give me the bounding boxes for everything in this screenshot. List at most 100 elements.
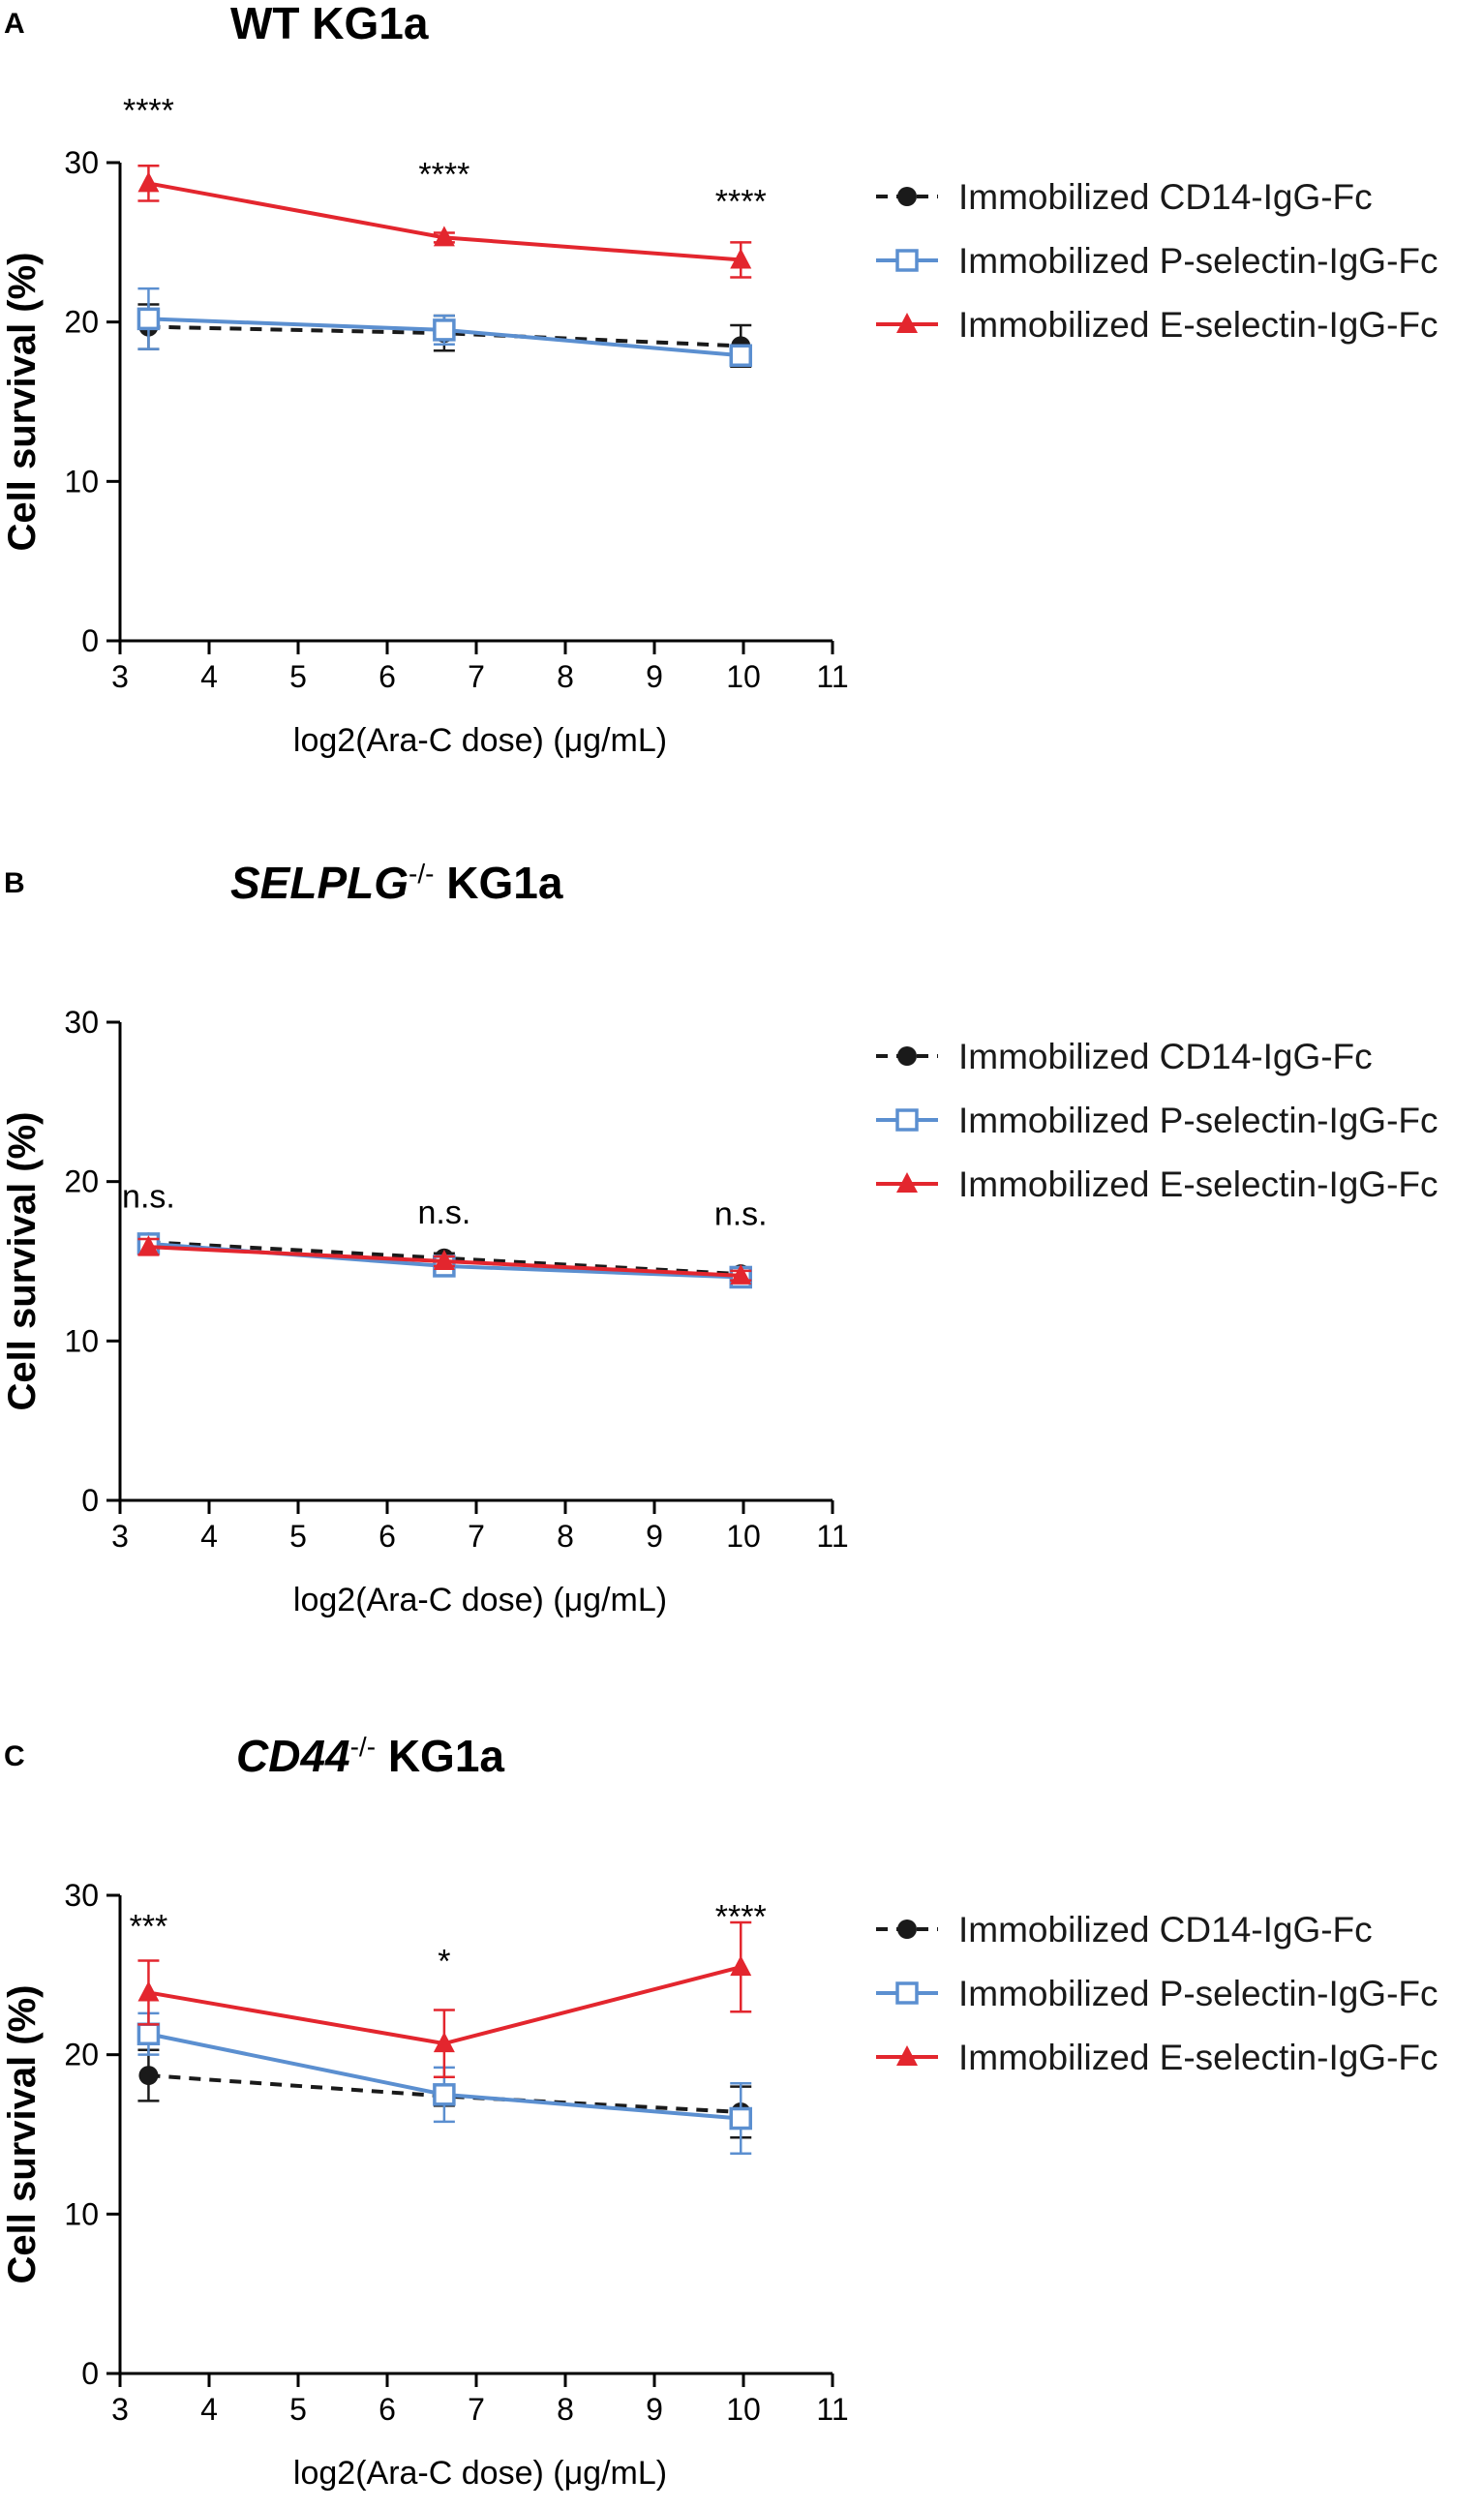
legend-item: Immobilized P-selectin-IgG-Fc [876, 241, 1439, 281]
x-tick-label: 3 [111, 659, 129, 694]
x-tick-label: 11 [816, 2392, 848, 2427]
series-line [148, 181, 742, 262]
legend-label: Immobilized CD14-IgG-Fc [958, 1910, 1373, 1950]
x-tick-label: 7 [468, 2392, 485, 2427]
x-tick-label: 7 [468, 1519, 485, 1554]
x-tick-label: 4 [200, 2392, 218, 2427]
y-axis-title: Cell survival (%) [1, 1984, 44, 2283]
significance-label: n.s. [714, 1196, 768, 1233]
x-tick-label: 9 [646, 1519, 663, 1554]
data-point-triangle [137, 1980, 160, 2002]
legend-label: Immobilized E-selectin-IgG-Fc [958, 2038, 1439, 2077]
significance-label: **** [715, 184, 767, 221]
chart-title-rest: KG1a [434, 858, 562, 908]
chart-title-italic: SELPLG [230, 858, 409, 908]
panel-letter: C [4, 1740, 25, 1772]
y-tick-label: 20 [64, 305, 99, 340]
x-tick-label: 4 [200, 1519, 218, 1554]
legend-label: Immobilized E-selectin-IgG-Fc [958, 1164, 1439, 1204]
x-tick-label: 3 [111, 1519, 129, 1554]
x-tick-label: 5 [289, 659, 307, 694]
legend-item: Immobilized E-selectin-IgG-Fc [876, 2038, 1439, 2077]
chart-panel-c: C CD44-/- KG1a 0 10 20 30 3 4 5 6 7 8 9 10 11 log2(Ara-… [1, 1731, 1439, 2492]
x-tick-label: 6 [379, 2392, 396, 2427]
series-triangle [137, 165, 752, 279]
x-tick-label: 8 [557, 2392, 574, 2427]
significance-label: **** [123, 93, 174, 130]
y-axis-title: Cell survival (%) [1, 1111, 44, 1410]
legend-item: Immobilized P-selectin-IgG-Fc [876, 1974, 1439, 2013]
x-axis-title: log2(Ara-C dose) (μg/mL) [293, 2455, 667, 2492]
y-tick-label: 30 [64, 1005, 99, 1040]
chart-title: SELPLG-/- KG1a [230, 858, 563, 908]
x-tick-label: 3 [111, 2392, 129, 2427]
x-tick-label: 9 [646, 659, 663, 694]
legend-marker-triangle [896, 2045, 918, 2066]
y-tick-label: 0 [81, 623, 99, 658]
data-point-square [729, 2106, 752, 2131]
chart-panel-b: B SELPLG-/- KG1a 0 10 20 30 3 4 5 6 7 8 9 10 11 log2(Ar… [1, 858, 1439, 1618]
chart-title-rest: KG1a [376, 1731, 504, 1781]
legend-label: Immobilized CD14-IgG-Fc [958, 177, 1373, 217]
x-tick-label: 7 [468, 659, 485, 694]
legend-label: Immobilized P-selectin-IgG-Fc [958, 1974, 1439, 2013]
x-tick-label: 6 [379, 659, 396, 694]
panel-letter: A [4, 8, 25, 40]
significance-label: **** [715, 1898, 767, 1935]
x-tick-label: 5 [289, 2392, 307, 2427]
y-tick-label: 10 [64, 1323, 99, 1358]
series-square-open [136, 287, 752, 367]
series-triangle [137, 1235, 752, 1285]
legend-marker-circle [897, 1046, 917, 1066]
data-point-triangle [433, 226, 455, 247]
x-axis-title: log2(Ara-C dose) (μg/mL) [293, 722, 667, 759]
series-triangle [137, 1920, 752, 2078]
panel-letter: B [4, 867, 25, 899]
series-line [148, 2073, 742, 2114]
data-point-triangle [137, 171, 160, 193]
legend-item: Immobilized E-selectin-IgG-Fc [876, 305, 1439, 345]
x-tick-label: 11 [816, 659, 848, 694]
y-tick-label: 0 [81, 2356, 99, 2391]
legend-marker-circle [897, 1920, 917, 1939]
legend-marker-triangle [896, 313, 918, 333]
significance-label: n.s. [122, 1178, 175, 1215]
chart-title-italic: CD44 [236, 1731, 350, 1781]
data-point-triangle [433, 2032, 455, 2053]
x-tick-label: 9 [646, 2392, 663, 2427]
x-tick-label: 5 [289, 1519, 307, 1554]
x-tick-label: 10 [726, 2392, 761, 2427]
legend-item: Immobilized CD14-IgG-Fc [876, 1910, 1373, 1950]
legend-item: Immobilized E-selectin-IgG-Fc [876, 1164, 1439, 1204]
y-tick-label: 10 [64, 464, 99, 499]
legend-item: Immobilized CD14-IgG-Fc [876, 1037, 1373, 1076]
legend-marker-square [895, 249, 919, 272]
significance-label: *** [130, 1908, 168, 1945]
y-tick-label: 20 [64, 1164, 99, 1199]
chart-title: CD44-/- KG1a [236, 1731, 504, 1781]
y-tick-label: 20 [64, 2038, 99, 2072]
legend-label: Immobilized CD14-IgG-Fc [958, 1037, 1373, 1076]
y-tick-label: 10 [64, 2196, 99, 2231]
chart-panel-a: A WT KG1a 0 10 20 30 3 4 5 6 7 8 9 10 11 log2(Ara-C dos… [1, 0, 1439, 759]
data-point-square [136, 2022, 161, 2046]
data-point-square [136, 307, 161, 331]
y-tick-label: 30 [64, 145, 99, 180]
legend-label: Immobilized P-selectin-IgG-Fc [958, 241, 1439, 281]
data-point-square [729, 344, 752, 367]
data-point-triangle [730, 1263, 752, 1285]
x-tick-label: 6 [379, 1519, 396, 1554]
x-tick-label: 10 [726, 659, 761, 694]
data-point-triangle [730, 248, 752, 269]
x-tick-label: 11 [816, 1519, 848, 1554]
x-axis-title: log2(Ara-C dose) (μg/mL) [293, 1582, 667, 1618]
chart-title: WT KG1a [230, 0, 429, 48]
x-tick-label: 4 [200, 659, 218, 694]
legend-item: Immobilized CD14-IgG-Fc [876, 177, 1373, 217]
data-point-triangle [730, 1955, 752, 1977]
y-tick-label: 0 [81, 1483, 99, 1518]
x-tick-label: 10 [726, 1519, 761, 1554]
data-point-square [433, 318, 456, 342]
legend-marker-circle [897, 187, 917, 206]
